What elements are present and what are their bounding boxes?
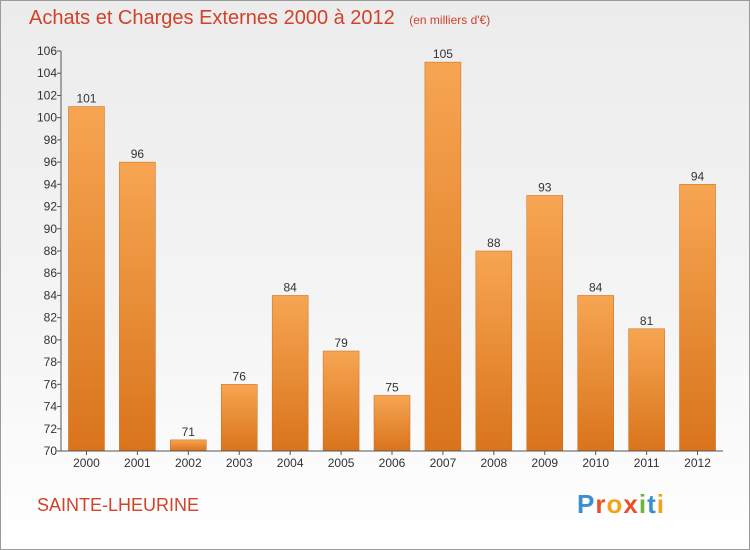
- bar-value-label: 84: [283, 280, 297, 294]
- bar-value-label: 79: [334, 336, 348, 350]
- bar-value-label: 88: [487, 236, 501, 250]
- y-tick-label: 104: [37, 66, 57, 80]
- bar-2009: [526, 195, 564, 452]
- bar-2004: [271, 295, 309, 452]
- bar-value-label: 76: [233, 369, 247, 383]
- bars-group: 101 96 71 76 84 79 75 105 88 93 84 81 94: [68, 47, 716, 452]
- x-tick-label: 2003: [226, 456, 253, 470]
- bar-2001: [119, 161, 156, 452]
- x-tick-label: 2005: [328, 456, 355, 470]
- bar-value-label: 93: [538, 180, 552, 194]
- y-tick-label: 92: [44, 200, 58, 214]
- x-axis: 2000 2001 2002 2003 2004 2005 2006 2007 2008 2009…: [61, 450, 723, 470]
- y-tick-label: 76: [44, 377, 58, 391]
- y-tick-label: 82: [44, 311, 58, 325]
- chart-subtitle: (en milliers d'€): [409, 13, 491, 27]
- bar-2006: [373, 395, 411, 452]
- chart-header: Achats et Charges Externes 2000 à 2012 (…: [29, 7, 490, 30]
- bar-value-label: 84: [589, 280, 603, 294]
- bar-2000: [68, 106, 105, 452]
- y-tick-label: 72: [44, 422, 58, 436]
- x-tick-label: 2004: [277, 456, 304, 470]
- y-tick-label: 78: [44, 355, 58, 369]
- bar-2005: [322, 350, 360, 452]
- bar-2003: [220, 384, 258, 452]
- x-tick-label: 2000: [73, 456, 100, 470]
- bar-value-label: 105: [433, 47, 453, 61]
- y-tick-label: 90: [44, 222, 58, 236]
- y-tick-label: 96: [44, 155, 58, 169]
- x-tick-label: 2012: [684, 456, 711, 470]
- x-tick-label: 2006: [379, 456, 406, 470]
- bar-2010: [577, 295, 614, 452]
- bar-2008: [475, 250, 513, 452]
- y-tick-label: 88: [44, 244, 58, 258]
- y-tick-label: 70: [44, 444, 58, 458]
- bar-value-label: 94: [691, 169, 705, 183]
- y-tick-label: 100: [37, 111, 57, 125]
- bar-value-label: 81: [640, 314, 654, 328]
- y-tick-label: 86: [44, 266, 58, 280]
- y-axis: 70 72 74 76 78 80 82 84 86 88 90 92 94 96 98 100 102 104 1…: [37, 44, 62, 458]
- bar-value-label: 75: [385, 380, 399, 394]
- bar-2002: [170, 439, 207, 452]
- y-tick-label: 84: [44, 288, 58, 302]
- x-tick-label: 2002: [175, 456, 202, 470]
- x-tick-label: 2010: [582, 456, 609, 470]
- chart-title: Achats et Charges Externes 2000 à 2012: [29, 7, 395, 29]
- bar-value-label: 71: [182, 425, 196, 439]
- commune-name: SAINTE-LHEURINE: [37, 495, 200, 515]
- y-tick-label: 98: [44, 133, 58, 147]
- bar-2007: [424, 61, 462, 452]
- bar-value-label: 101: [76, 92, 96, 106]
- x-tick-label: 2011: [634, 456, 660, 470]
- y-tick-label: 94: [44, 177, 58, 191]
- x-tick-label: 2008: [480, 456, 507, 470]
- y-tick-label: 80: [44, 333, 58, 347]
- x-tick-label: 2009: [531, 456, 558, 470]
- bar-2012: [679, 184, 716, 452]
- bar-value-label: 96: [131, 147, 145, 161]
- y-tick-label: 102: [37, 88, 57, 102]
- bar-2011: [628, 328, 665, 452]
- bar-chart: 70 72 74 76 78 80 82 84 86 88 90 92 94 96 98 100 102 104 1…: [37, 44, 723, 470]
- proxiti-logo: Proxiti: [577, 489, 665, 519]
- y-tick-label: 74: [44, 400, 58, 414]
- x-tick-label: 2007: [430, 456, 457, 470]
- y-tick-label: 106: [37, 44, 57, 58]
- x-tick-label: 2001: [124, 456, 151, 470]
